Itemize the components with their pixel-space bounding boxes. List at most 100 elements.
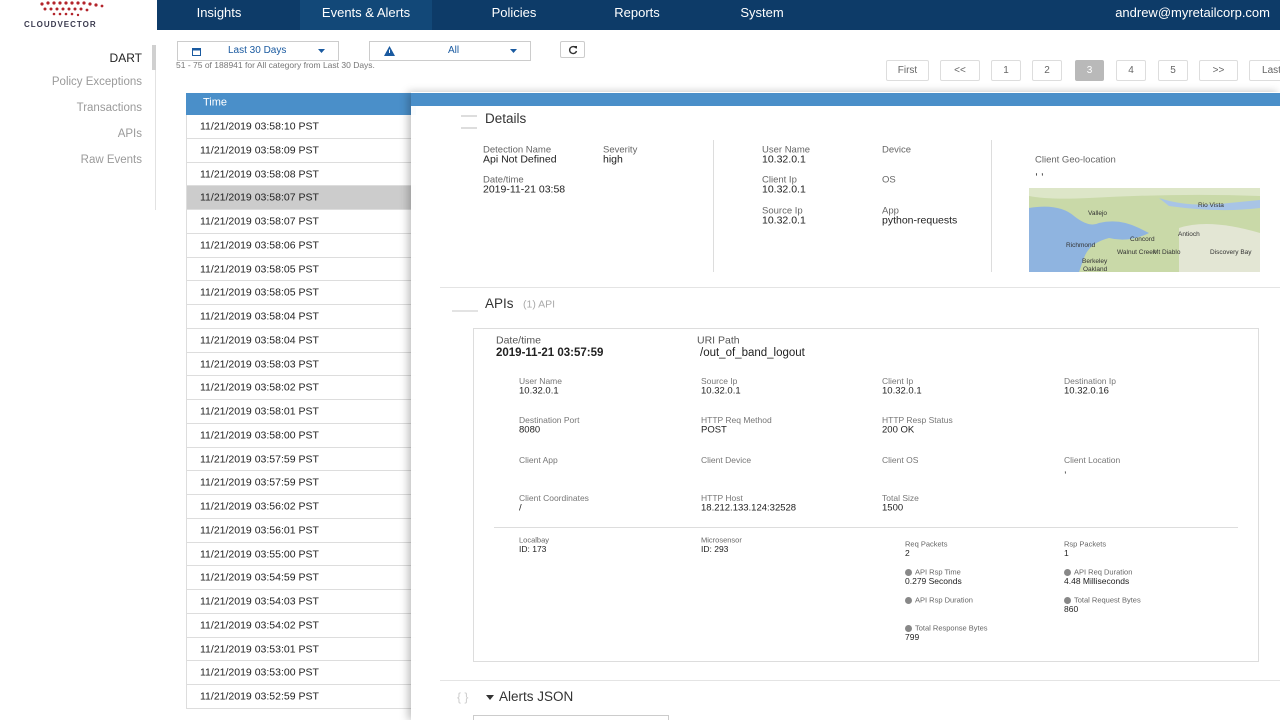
page-button[interactable]: 4 bbox=[1116, 60, 1146, 81]
row-time: 11/21/2019 03:53:00 PST bbox=[200, 666, 319, 679]
nav-item[interactable]: Reports bbox=[614, 5, 660, 21]
divider bbox=[991, 140, 992, 272]
page-button[interactable]: 3 bbox=[1075, 60, 1104, 81]
category-select[interactable] bbox=[369, 41, 531, 61]
page-button[interactable]: 5 bbox=[1158, 60, 1188, 81]
table-row[interactable] bbox=[186, 352, 416, 377]
sidebar-item[interactable]: APIs bbox=[117, 128, 142, 141]
table-row[interactable] bbox=[186, 400, 416, 424]
sidebar-item[interactable]: DART bbox=[109, 50, 142, 65]
page-button[interactable]: Last bbox=[1249, 60, 1280, 81]
nav-active-tab bbox=[300, 0, 432, 30]
section-divider bbox=[440, 680, 1280, 681]
field-label: Client App bbox=[519, 454, 558, 465]
date-range-select[interactable] bbox=[177, 41, 339, 61]
table-row[interactable] bbox=[186, 566, 416, 590]
map-label: Richmond bbox=[1066, 242, 1096, 250]
metric-label: Localbay bbox=[519, 535, 550, 545]
field-label: App bbox=[882, 205, 899, 217]
nav-item[interactable]: Insights bbox=[196, 5, 242, 21]
table-row[interactable] bbox=[186, 495, 416, 519]
page-button[interactable]: 2 bbox=[1032, 60, 1062, 81]
field-label: Total Size bbox=[882, 492, 919, 503]
row-time: 11/21/2019 03:58:07 PST bbox=[200, 191, 319, 204]
page-button[interactable]: >> bbox=[1199, 60, 1238, 81]
refresh-button[interactable] bbox=[560, 41, 585, 58]
apis-count: (1) API bbox=[523, 298, 556, 311]
table-row[interactable] bbox=[186, 233, 416, 258]
table-row[interactable] bbox=[186, 542, 416, 567]
field-label: Client Ip bbox=[882, 375, 914, 386]
info-icon bbox=[1064, 568, 1071, 576]
table-row[interactable] bbox=[186, 115, 416, 139]
field-label: Client Coordinates bbox=[519, 492, 589, 503]
map-label: Walnut Creek bbox=[1117, 249, 1157, 257]
metric-label: API Rsp Time bbox=[915, 567, 961, 577]
map-shapes bbox=[1029, 188, 1260, 272]
field-label: Client OS bbox=[882, 454, 919, 465]
table-row[interactable] bbox=[186, 661, 416, 685]
page-button[interactable]: 1 bbox=[991, 60, 1021, 81]
sidebar-item[interactable]: Transactions bbox=[76, 102, 142, 115]
page-button[interactable]: << bbox=[940, 60, 980, 81]
row-time: 11/21/2019 03:58:00 PST bbox=[200, 429, 319, 442]
table-row[interactable] bbox=[186, 328, 416, 353]
field-value: 2019-11-21 03:57:59 bbox=[496, 347, 604, 360]
geo-map bbox=[1029, 188, 1260, 272]
table-row[interactable] bbox=[186, 613, 416, 638]
nav-item[interactable]: Events & Alerts bbox=[321, 5, 411, 21]
table-row[interactable] bbox=[186, 637, 416, 662]
table-row[interactable] bbox=[186, 281, 416, 305]
table-row[interactable] bbox=[186, 423, 416, 448]
table-row[interactable] bbox=[186, 257, 416, 282]
map-label: Discovery Bay bbox=[1210, 249, 1252, 257]
sidebar-item[interactable]: Policy Exceptions bbox=[51, 76, 142, 89]
metric-label: Rsp Packets bbox=[1064, 539, 1107, 549]
panel-top-strip bbox=[411, 93, 1280, 106]
field-value: 200 OK bbox=[882, 424, 915, 436]
metric-label: API Rsp Duration bbox=[915, 595, 973, 605]
page-button[interactable]: First bbox=[886, 60, 929, 81]
row-time: 11/21/2019 03:58:10 PST bbox=[200, 120, 319, 133]
table-row[interactable] bbox=[186, 471, 416, 495]
table-row[interactable] bbox=[186, 518, 416, 543]
table-row[interactable] bbox=[186, 186, 416, 210]
metric-label: Total Response Bytes bbox=[915, 623, 988, 633]
metric-label: Total Request Bytes bbox=[1074, 595, 1141, 605]
map-label: Antioch bbox=[1178, 231, 1200, 239]
logo-mark bbox=[40, 1, 104, 17]
row-time: 11/21/2019 03:58:04 PST bbox=[200, 310, 319, 323]
nav-item[interactable]: System bbox=[740, 5, 784, 21]
row-time: 11/21/2019 03:54:02 PST bbox=[200, 619, 319, 632]
table-row[interactable] bbox=[186, 210, 416, 234]
field-label: Date/time bbox=[496, 334, 541, 347]
nav-item[interactable]: Policies bbox=[491, 5, 537, 21]
section-divider bbox=[440, 287, 1280, 288]
nav-user[interactable]: andrew@myretailcorp.com bbox=[1115, 5, 1270, 21]
field-value: /out_of_band_logout bbox=[700, 347, 805, 360]
table-row[interactable] bbox=[186, 162, 416, 187]
field-label: Destination Port bbox=[519, 414, 580, 425]
metric-value: ID: 293 bbox=[701, 543, 729, 554]
alerts-json-title[interactable]: Alerts JSON bbox=[499, 688, 574, 704]
category-text: All bbox=[448, 45, 460, 56]
table-row[interactable] bbox=[186, 447, 416, 472]
table-row[interactable] bbox=[186, 138, 416, 163]
sidebar-item[interactable]: Raw Events bbox=[80, 154, 142, 167]
row-time: 11/21/2019 03:58:03 PST bbox=[200, 358, 319, 371]
table-row[interactable] bbox=[186, 685, 416, 709]
metric-value: 4.48 Milliseconds bbox=[1064, 575, 1130, 586]
table-row[interactable] bbox=[186, 376, 416, 400]
table-row[interactable] bbox=[186, 590, 416, 614]
metric-value: ID: 173 bbox=[519, 543, 547, 554]
json-box bbox=[473, 715, 669, 720]
apis-icon bbox=[452, 298, 478, 312]
row-time: 11/21/2019 03:58:05 PST bbox=[200, 263, 319, 276]
table-row[interactable] bbox=[186, 305, 416, 329]
field-value: 10.32.0.1 bbox=[519, 385, 559, 397]
logo-text: CLOUDVECTOR bbox=[24, 20, 97, 29]
field-value: 8080 bbox=[519, 424, 541, 436]
field-label: HTTP Req Method bbox=[701, 414, 772, 425]
field-value: , bbox=[1064, 464, 1067, 476]
